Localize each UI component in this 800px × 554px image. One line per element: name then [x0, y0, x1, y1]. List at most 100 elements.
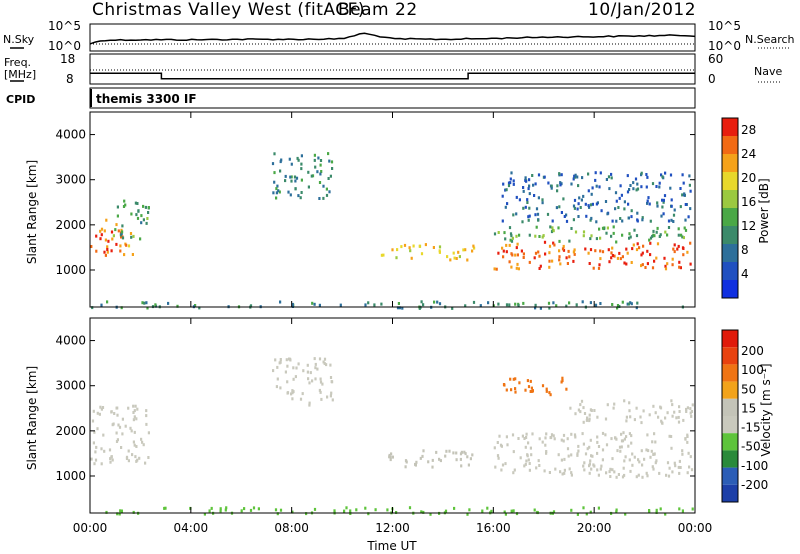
power-cell [124, 203, 127, 207]
velocity-cell [524, 445, 527, 449]
power-colorbar-swatch [722, 262, 738, 280]
power-cell [412, 244, 415, 248]
freq-line [90, 72, 695, 80]
power-cell [553, 243, 556, 247]
power-cell [194, 304, 197, 307]
power-cell [576, 207, 579, 211]
velocity-cell [109, 460, 112, 464]
velocity-cell [689, 411, 692, 415]
velocity-cell [654, 461, 657, 465]
velocity-cell [611, 457, 614, 461]
power-panel-frame [89, 111, 696, 308]
velocity-cell [466, 455, 469, 459]
velocity-cell [468, 508, 471, 512]
power-cell [137, 209, 140, 213]
velocity-cell [249, 508, 253, 512]
power-cell [112, 234, 115, 238]
power-cell [280, 158, 283, 162]
velocity-cell [91, 419, 95, 423]
velocity-cell [274, 358, 277, 362]
power-cell [646, 262, 649, 266]
velocity-cell [679, 466, 682, 469]
velocity-cell [674, 464, 677, 468]
velocity-cell [503, 510, 506, 514]
velocity-cell [633, 455, 636, 459]
velocity-cell [583, 468, 586, 472]
velocity-cell [552, 510, 556, 514]
velocity-cell [189, 506, 192, 510]
power-region [91, 300, 684, 310]
velocity-cell [591, 454, 594, 458]
velocity-cell [127, 459, 130, 463]
velocity-cell [563, 457, 566, 461]
power-cell [577, 215, 580, 218]
velocity-colorbar-swatch [722, 330, 738, 348]
power-cell [536, 212, 540, 216]
velocity-cell [588, 464, 591, 468]
velocity-cell [243, 507, 246, 511]
power-cell [284, 179, 287, 183]
velocity-cell [329, 394, 332, 398]
velocity-cell [134, 404, 137, 408]
velocity-cell [133, 443, 136, 447]
velocity-cell [367, 512, 370, 516]
power-cell [689, 241, 692, 245]
power-cell [615, 219, 618, 223]
power-cell [575, 303, 578, 307]
velocity-cell [349, 509, 352, 513]
velocity-cell [527, 441, 530, 445]
xtick-label: 16:00 [476, 521, 511, 535]
velocity-cell [527, 385, 531, 389]
velocity-cell [208, 509, 211, 513]
velocity-cell [628, 458, 631, 462]
power-cell [678, 260, 681, 264]
velocity-cell [92, 409, 95, 413]
velocity-cell [641, 475, 644, 479]
velocity-cell [96, 411, 99, 415]
power-cell [560, 173, 563, 177]
power-cell [662, 198, 665, 202]
power-cell [592, 266, 595, 270]
power-cell [142, 204, 145, 208]
power-cell [636, 211, 639, 215]
power-cell [438, 249, 441, 253]
velocity-cell [537, 459, 540, 463]
power-cell [438, 302, 442, 306]
power-cell [317, 156, 320, 160]
power-cell [621, 255, 624, 259]
power-cell [516, 242, 519, 246]
noise-series [89, 32, 696, 45]
velocity-colorbar-swatch [722, 467, 738, 485]
power-cell [534, 213, 537, 217]
power-cell [669, 186, 672, 190]
power-cell [105, 218, 108, 222]
velocity-cell [588, 471, 591, 475]
power-colorbar: 4 8 12 16 20 24 28 [721, 117, 756, 299]
power-cell [662, 212, 665, 216]
frequency-series [90, 69, 695, 80]
velocity-cell [331, 398, 334, 402]
velocity-cell [545, 432, 548, 436]
velocity-cell [459, 452, 463, 456]
velocity-cell [609, 475, 612, 478]
velocity-colorbar-swatch [722, 450, 738, 468]
power-cell [656, 226, 659, 230]
power-cell [548, 265, 551, 269]
power-cell [664, 264, 667, 268]
velocity-cell [621, 475, 625, 479]
velocity-colorbar-swatch [722, 484, 738, 502]
power-cell [518, 198, 521, 202]
power-cell [142, 218, 145, 222]
power-cell [508, 260, 511, 264]
power-cell [501, 246, 504, 250]
velocity-cell [529, 379, 532, 383]
power-cell [611, 246, 614, 250]
velocity-cell [512, 471, 515, 475]
velocity-cell [678, 405, 681, 409]
velocity-cell [427, 460, 430, 464]
power-cell [543, 175, 546, 179]
velocity-cell [141, 440, 144, 444]
velocity-cell [109, 457, 112, 461]
velocity-cell [330, 391, 333, 395]
power-cell [311, 301, 314, 305]
